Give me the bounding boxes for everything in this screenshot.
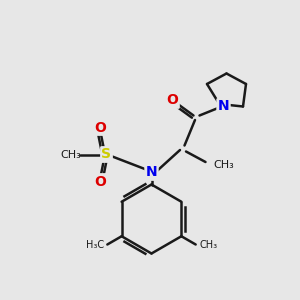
Text: O: O — [167, 94, 178, 107]
Text: S: S — [101, 148, 112, 161]
Text: N: N — [146, 166, 157, 179]
Text: O: O — [94, 121, 106, 134]
Text: H₃C: H₃C — [85, 239, 104, 250]
Text: CH₃: CH₃ — [199, 239, 218, 250]
Text: CH₃: CH₃ — [213, 160, 234, 170]
Text: O: O — [94, 175, 106, 188]
Text: N: N — [218, 100, 229, 113]
Text: CH₃: CH₃ — [60, 149, 81, 160]
